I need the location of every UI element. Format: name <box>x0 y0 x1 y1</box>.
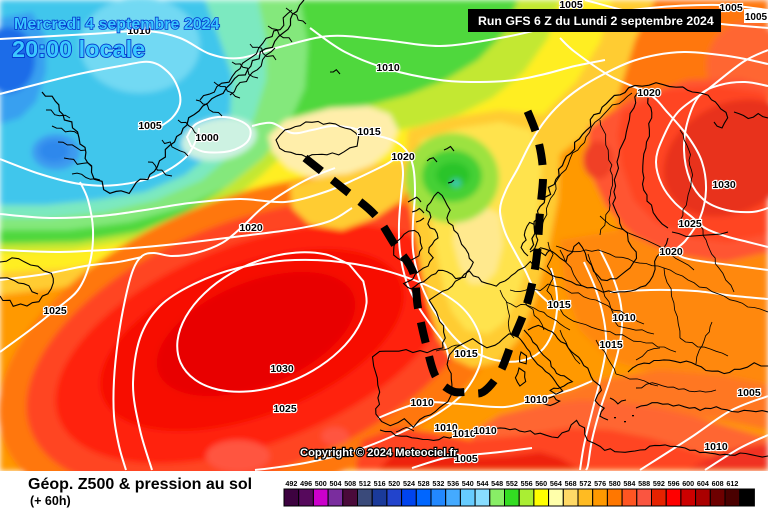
svg-text:612: 612 <box>726 479 738 488</box>
svg-text:520: 520 <box>388 479 400 488</box>
svg-text:532: 532 <box>432 479 444 488</box>
svg-text:1010: 1010 <box>612 312 636 324</box>
svg-text:1015: 1015 <box>547 299 571 311</box>
svg-text:504: 504 <box>330 479 342 488</box>
svg-text:524: 524 <box>403 479 415 488</box>
svg-text:1010: 1010 <box>524 394 548 406</box>
svg-text:Copyright © 2024 Meteociel.fr: Copyright © 2024 Meteociel.fr <box>300 447 458 459</box>
svg-text:588: 588 <box>638 479 650 488</box>
svg-text:1000: 1000 <box>195 132 219 144</box>
svg-text:528: 528 <box>418 479 430 488</box>
svg-text:1010: 1010 <box>410 397 434 409</box>
svg-text:500: 500 <box>315 479 327 488</box>
svg-text:536: 536 <box>447 479 459 488</box>
svg-text:1010: 1010 <box>704 441 728 453</box>
svg-text:596: 596 <box>668 479 680 488</box>
svg-text:584: 584 <box>623 479 635 488</box>
svg-text:508: 508 <box>344 479 356 488</box>
svg-text:(+ 60h): (+ 60h) <box>30 494 71 508</box>
svg-text:564: 564 <box>550 479 562 488</box>
svg-text:1030: 1030 <box>270 363 294 375</box>
svg-text:540: 540 <box>462 479 474 488</box>
svg-text:1020: 1020 <box>659 246 683 258</box>
svg-text:1010: 1010 <box>434 422 458 434</box>
svg-text:600: 600 <box>682 479 694 488</box>
svg-text:20:00 locale: 20:00 locale <box>12 36 145 62</box>
svg-text:552: 552 <box>506 479 518 488</box>
svg-text:560: 560 <box>535 479 547 488</box>
svg-text:1020: 1020 <box>637 87 661 99</box>
svg-text:1025: 1025 <box>43 305 67 317</box>
svg-text:580: 580 <box>609 479 621 488</box>
svg-text:1030: 1030 <box>712 179 736 191</box>
svg-text:1020: 1020 <box>391 151 415 163</box>
svg-text:544: 544 <box>477 479 489 488</box>
svg-text:1010: 1010 <box>452 428 476 440</box>
svg-text:1010: 1010 <box>473 425 497 437</box>
svg-text:1015: 1015 <box>454 348 478 360</box>
svg-text:1010: 1010 <box>376 62 400 74</box>
svg-text:604: 604 <box>697 479 709 488</box>
svg-text:608: 608 <box>712 479 724 488</box>
svg-text:556: 556 <box>521 479 533 488</box>
svg-text:492: 492 <box>285 479 297 488</box>
svg-text:1025: 1025 <box>678 218 702 230</box>
svg-text:516: 516 <box>374 479 386 488</box>
svg-text:1005: 1005 <box>719 2 743 14</box>
svg-text:1020: 1020 <box>239 222 263 234</box>
svg-text:1010: 1010 <box>127 25 151 37</box>
svg-text:1015: 1015 <box>357 126 381 138</box>
svg-text:1005: 1005 <box>737 387 761 399</box>
svg-text:512: 512 <box>359 479 371 488</box>
svg-text:Géop. Z500 & pression au sol: Géop. Z500 & pression au sol <box>28 476 252 493</box>
svg-text:568: 568 <box>565 479 577 488</box>
svg-text:496: 496 <box>300 479 312 488</box>
svg-text:572: 572 <box>579 479 591 488</box>
svg-text:592: 592 <box>653 479 665 488</box>
svg-text:Mercredi 4 septembre 2024: Mercredi 4 septembre 2024 <box>14 16 220 33</box>
svg-text:1005: 1005 <box>745 12 768 23</box>
svg-text:576: 576 <box>594 479 606 488</box>
svg-text:548: 548 <box>491 479 503 488</box>
svg-text:1005: 1005 <box>138 120 162 132</box>
svg-text:1005: 1005 <box>454 453 478 465</box>
svg-text:1015: 1015 <box>599 339 623 351</box>
svg-text:Run GFS 6 Z du Lundi 2 septemb: Run GFS 6 Z du Lundi 2 septembre 2024 <box>478 14 714 28</box>
svg-text:1025: 1025 <box>273 403 297 415</box>
